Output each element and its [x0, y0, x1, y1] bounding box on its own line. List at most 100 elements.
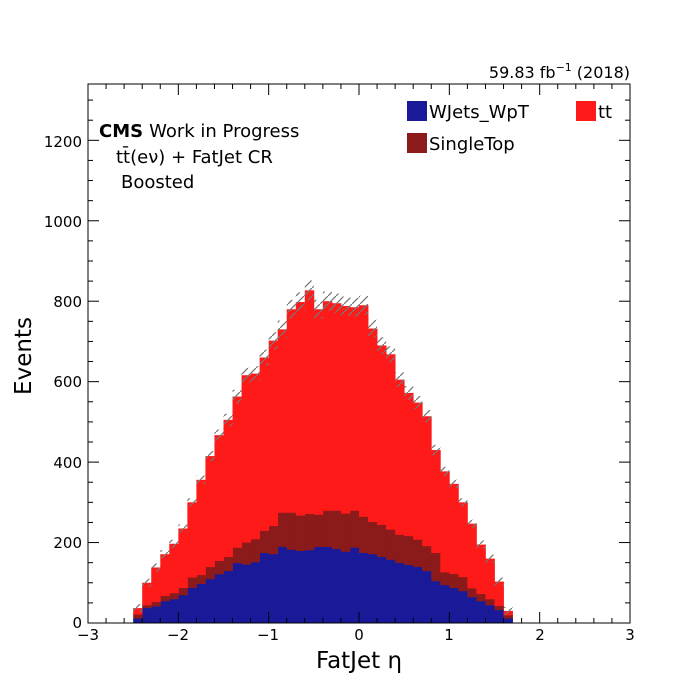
bar-singletop — [440, 571, 450, 586]
bar-tt — [196, 479, 206, 576]
bar-tt — [268, 340, 279, 527]
bar-tt — [349, 307, 360, 511]
bar-singletop — [349, 510, 360, 548]
bar-tt — [214, 435, 224, 562]
uncertainty-hatch — [359, 295, 369, 315]
bar-wjets_wpt — [214, 573, 224, 623]
bar-singletop — [214, 560, 224, 575]
x-tick-label: 2 — [535, 626, 545, 644]
bar-tt — [322, 301, 333, 511]
bar-tt — [250, 373, 261, 540]
y-tick-label: 200 — [53, 534, 82, 552]
bar-wjets_wpt — [359, 552, 369, 623]
bar-tt — [286, 309, 297, 513]
uncertainty-hatch — [304, 280, 314, 301]
bar-singletop — [232, 547, 242, 564]
bar-wjets_wpt — [368, 553, 378, 623]
legend: WJets_WpT tt SingleTop — [407, 101, 612, 155]
bar-wjets_wpt — [331, 548, 342, 623]
bar-wjets_wpt — [304, 549, 315, 623]
x-axis-label: FatJet η — [316, 648, 402, 674]
bar-wjets_wpt — [295, 550, 306, 623]
cms-label: CMS Work in Progress — [99, 121, 299, 142]
bar-tt — [440, 471, 450, 573]
uncertainty-hatch — [214, 429, 224, 441]
y-tick-label: 800 — [53, 293, 82, 311]
bar-singletop — [386, 529, 396, 560]
bar-singletop — [458, 576, 468, 592]
legend-swatch-wjets — [407, 101, 427, 121]
bar-wjets_wpt — [142, 607, 152, 623]
bar-tt — [160, 554, 170, 597]
bar-singletop — [431, 552, 441, 582]
uncertainty-hatch — [223, 413, 233, 426]
bar-tt — [205, 456, 215, 568]
uncertainty-hatch — [295, 292, 305, 312]
uncertainty-hatch — [133, 604, 143, 613]
uncertainty-hatch — [440, 466, 450, 476]
y-tick-label: 400 — [53, 454, 82, 472]
bar-wjets_wpt — [349, 547, 360, 623]
uncertainty-hatch — [286, 299, 296, 319]
uncertainty-hatch — [241, 367, 251, 383]
bar-singletop — [241, 542, 251, 565]
bar-wjets_wpt — [241, 564, 251, 623]
y-axis-label: Events — [11, 317, 37, 395]
bar-tt — [142, 582, 152, 606]
uncertainty-hatch — [340, 296, 350, 316]
bar-singletop — [449, 573, 459, 588]
bar-singletop — [205, 566, 215, 580]
x-tick-label: −2 — [167, 626, 189, 644]
x-tick-label: 3 — [625, 626, 635, 644]
bar-tt — [422, 416, 432, 547]
uncertainty-hatch — [422, 410, 432, 423]
legend-swatch-tt — [576, 101, 596, 121]
bar-singletop — [377, 524, 387, 558]
bar-tt — [187, 502, 197, 578]
uncertainty-hatch — [232, 389, 242, 404]
bar-tt — [413, 402, 423, 540]
bar-singletop — [268, 525, 279, 555]
bar-wjets_wpt — [467, 596, 477, 623]
bar-tt — [467, 523, 477, 589]
bar-tt — [241, 375, 251, 543]
histogram-bars — [133, 290, 513, 623]
bar-tt — [178, 528, 188, 588]
bar-singletop — [413, 539, 423, 568]
x-tick-labels: −3 −2 −1 0 1 2 3 — [77, 626, 635, 644]
y-tick-label: 0 — [72, 614, 82, 632]
bar-tt — [485, 558, 495, 600]
bar-singletop — [160, 595, 170, 602]
bar-wjets_wpt — [277, 546, 288, 623]
x-tick-label: −1 — [257, 626, 279, 644]
uncertainty-hatch — [277, 320, 287, 339]
bar-wjets_wpt — [395, 562, 405, 623]
legend-label-tt: tt — [598, 102, 612, 123]
bar-tt — [277, 329, 288, 513]
y-tick-label: 1000 — [44, 213, 82, 231]
bar-singletop — [259, 530, 270, 554]
bar-wjets_wpt — [377, 556, 387, 623]
bar-wjets_wpt — [268, 553, 279, 623]
bar-singletop — [322, 510, 333, 547]
bar-wjets_wpt — [250, 561, 261, 623]
uncertainty-hatch — [349, 297, 359, 317]
bar-tt — [169, 543, 179, 594]
bar-wjets_wpt — [503, 618, 513, 623]
bar-wjets_wpt — [232, 562, 242, 623]
uncertainty-hatch — [449, 479, 459, 488]
bar-wjets_wpt — [151, 606, 161, 623]
boosted-label: Boosted — [121, 172, 194, 193]
bar-wjets_wpt — [160, 600, 170, 623]
bar-tt — [494, 581, 504, 607]
bar-tt — [295, 302, 306, 516]
bar-tt — [386, 354, 396, 530]
uncertainty-hatch — [458, 498, 468, 507]
bar-tt — [151, 567, 161, 603]
uncertainty-hatch — [476, 540, 486, 549]
bar-singletop — [503, 614, 513, 619]
luminosity-label: 59.83 fb−1 (2018) — [489, 61, 630, 82]
bar-wjets_wpt — [440, 584, 450, 623]
uncertainty-hatch — [268, 332, 278, 350]
y-tick-label: 600 — [53, 373, 82, 391]
